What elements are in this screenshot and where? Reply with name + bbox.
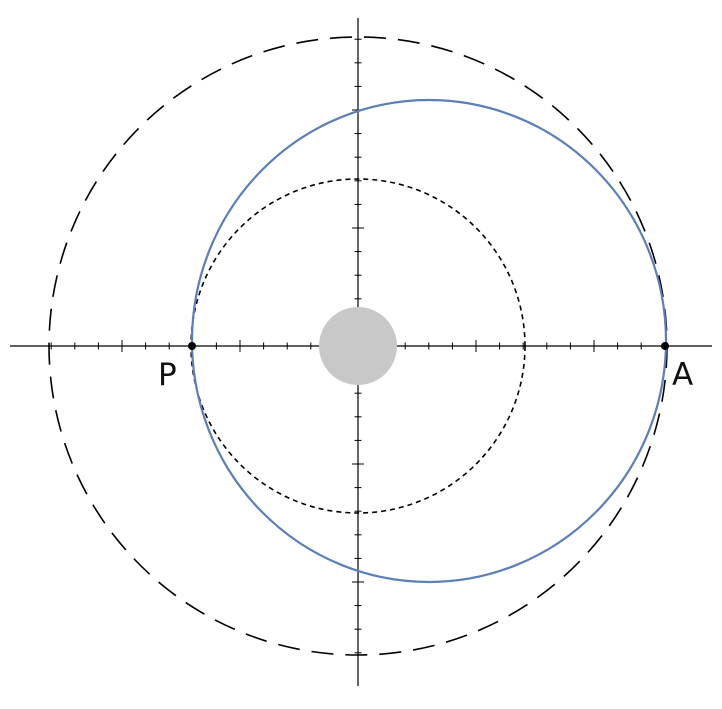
periapsis-label: P	[158, 357, 177, 393]
elliptical-orbit	[190, 98, 668, 584]
apoapsis-point	[661, 342, 669, 350]
central-body	[319, 307, 397, 385]
apoapsis-label: A	[672, 357, 693, 393]
axis-ticks	[50, 38, 666, 654]
periapsis-point	[188, 342, 196, 350]
